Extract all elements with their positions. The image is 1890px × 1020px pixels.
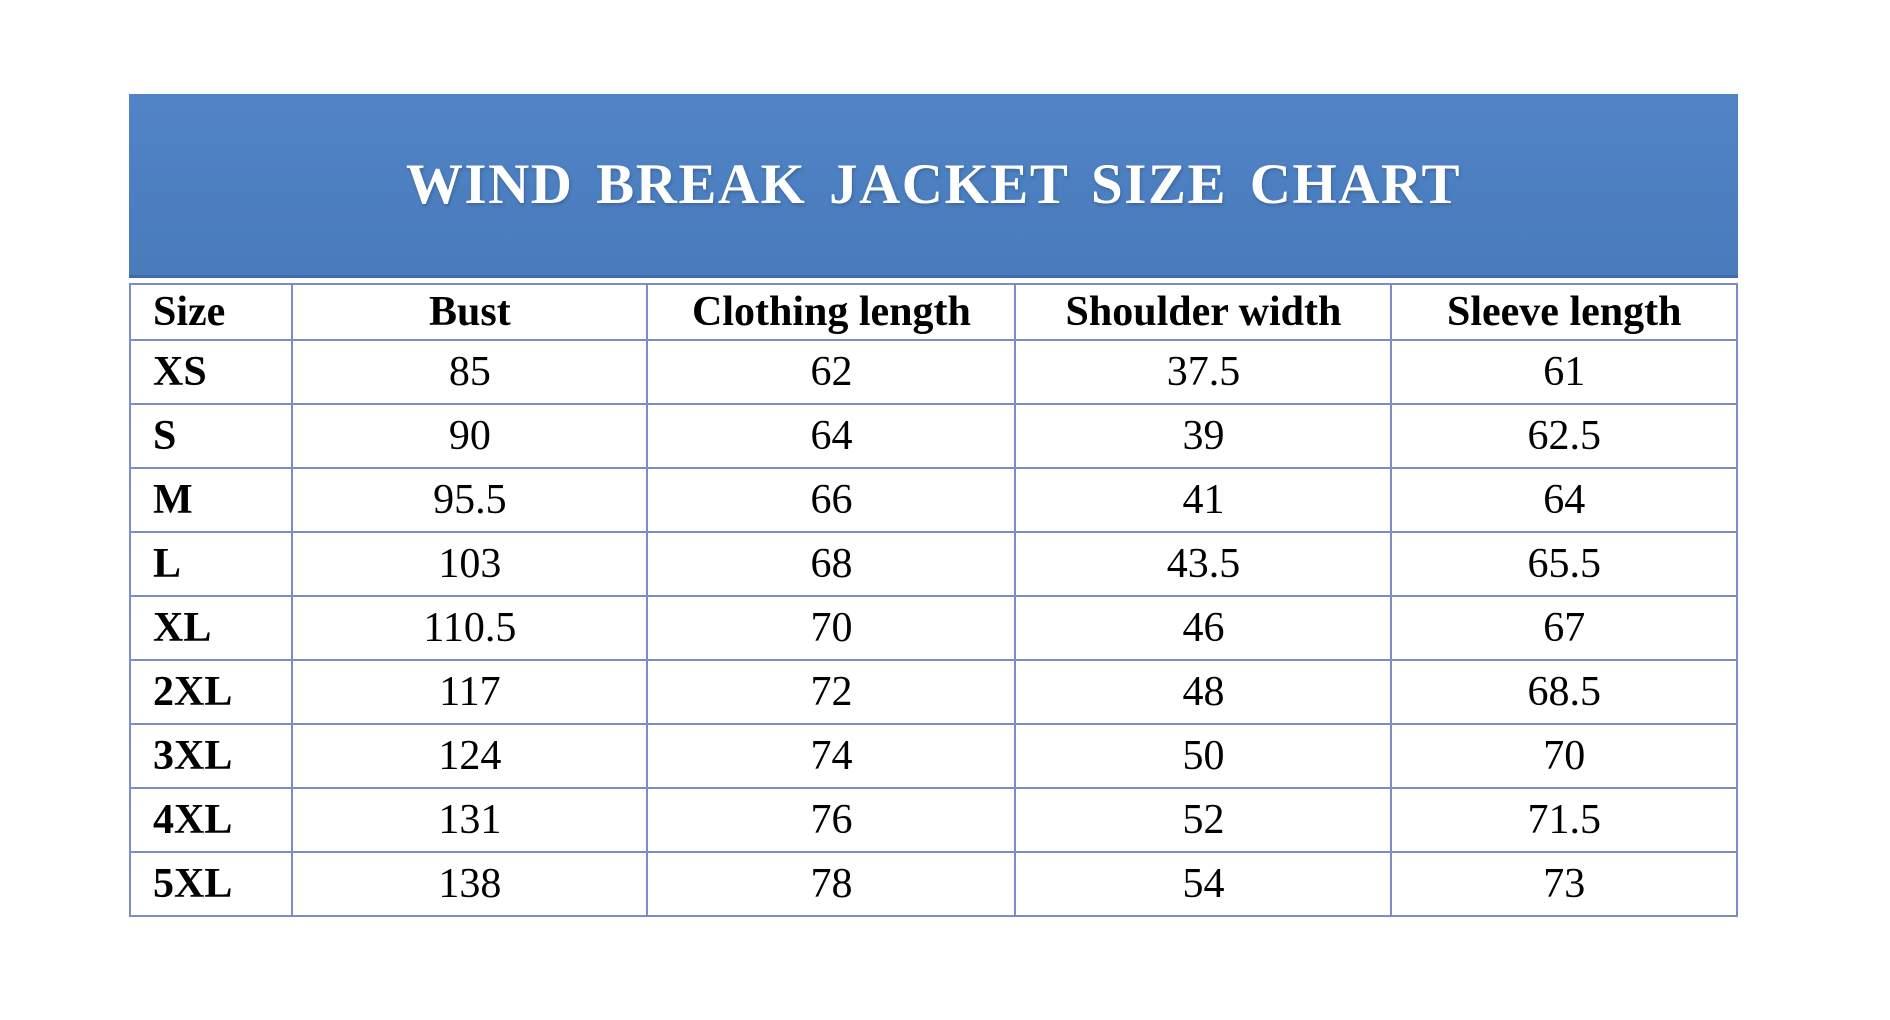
value-cell: 37.5 bbox=[1014, 339, 1393, 405]
value-cell: 70 bbox=[1390, 723, 1738, 789]
size-cell: 2XL bbox=[128, 659, 294, 725]
header-row: Size Bust Clothing length Shoulder width Sle… bbox=[128, 283, 1738, 341]
table-row: 5XL 138 78 54 73 bbox=[128, 851, 1738, 917]
column-header-shoulder-width: Shoulder width bbox=[1014, 283, 1393, 341]
value-cell: 71.5 bbox=[1390, 787, 1738, 853]
value-cell: 62 bbox=[646, 339, 1017, 405]
value-cell: 90 bbox=[291, 403, 649, 469]
column-header-clothing-length: Clothing length bbox=[646, 283, 1017, 341]
value-cell: 117 bbox=[291, 659, 649, 725]
value-cell: 65.5 bbox=[1390, 531, 1738, 597]
value-cell: 103 bbox=[291, 531, 649, 597]
table-row: XS 85 62 37.5 61 bbox=[128, 339, 1738, 405]
size-cell: L bbox=[128, 531, 294, 597]
table-row: 3XL 124 74 50 70 bbox=[128, 723, 1738, 789]
size-cell: 3XL bbox=[128, 723, 294, 789]
value-cell: 52 bbox=[1014, 787, 1393, 853]
value-cell: 85 bbox=[291, 339, 649, 405]
table-row: XL 110.5 70 46 67 bbox=[128, 595, 1738, 661]
value-cell: 110.5 bbox=[291, 595, 649, 661]
value-cell: 41 bbox=[1014, 467, 1393, 533]
table-row: 2XL 117 72 48 68.5 bbox=[128, 659, 1738, 725]
value-cell: 76 bbox=[646, 787, 1017, 853]
size-cell: S bbox=[128, 403, 294, 469]
value-cell: 68.5 bbox=[1390, 659, 1738, 725]
table-row: L 103 68 43.5 65.5 bbox=[128, 531, 1738, 597]
size-chart-table: Size Bust Clothing length Shoulder width Sle… bbox=[128, 283, 1738, 917]
value-cell: 62.5 bbox=[1390, 403, 1738, 469]
table-row: S 90 64 39 62.5 bbox=[128, 403, 1738, 469]
value-cell: 131 bbox=[291, 787, 649, 853]
title-banner: WIND BREAK JACKET SIZE CHART bbox=[129, 94, 1738, 278]
value-cell: 64 bbox=[646, 403, 1017, 469]
value-cell: 66 bbox=[646, 467, 1017, 533]
table-body: XS 85 62 37.5 61 S 90 64 39 62.5 M 95.5 66 41 64 L 103 68… bbox=[128, 339, 1738, 917]
value-cell: 70 bbox=[646, 595, 1017, 661]
value-cell: 68 bbox=[646, 531, 1017, 597]
value-cell: 46 bbox=[1014, 595, 1393, 661]
value-cell: 61 bbox=[1390, 339, 1738, 405]
value-cell: 48 bbox=[1014, 659, 1393, 725]
size-cell: 5XL bbox=[128, 851, 294, 917]
size-cell: XL bbox=[128, 595, 294, 661]
value-cell: 78 bbox=[646, 851, 1017, 917]
column-header-size: Size bbox=[128, 283, 294, 341]
value-cell: 95.5 bbox=[291, 467, 649, 533]
value-cell: 67 bbox=[1390, 595, 1738, 661]
value-cell: 39 bbox=[1014, 403, 1393, 469]
value-cell: 74 bbox=[646, 723, 1017, 789]
value-cell: 50 bbox=[1014, 723, 1393, 789]
value-cell: 43.5 bbox=[1014, 531, 1393, 597]
column-header-sleeve-length: Sleeve length bbox=[1390, 283, 1738, 341]
size-cell: M bbox=[128, 467, 294, 533]
value-cell: 73 bbox=[1390, 851, 1738, 917]
value-cell: 138 bbox=[291, 851, 649, 917]
value-cell: 64 bbox=[1390, 467, 1738, 533]
value-cell: 54 bbox=[1014, 851, 1393, 917]
size-cell: XS bbox=[128, 339, 294, 405]
value-cell: 72 bbox=[646, 659, 1017, 725]
size-cell: 4XL bbox=[128, 787, 294, 853]
table-row: 4XL 131 76 52 71.5 bbox=[128, 787, 1738, 853]
column-header-bust: Bust bbox=[291, 283, 649, 341]
page-title: WIND BREAK JACKET SIZE CHART bbox=[405, 153, 1462, 216]
table-row: M 95.5 66 41 64 bbox=[128, 467, 1738, 533]
value-cell: 124 bbox=[291, 723, 649, 789]
